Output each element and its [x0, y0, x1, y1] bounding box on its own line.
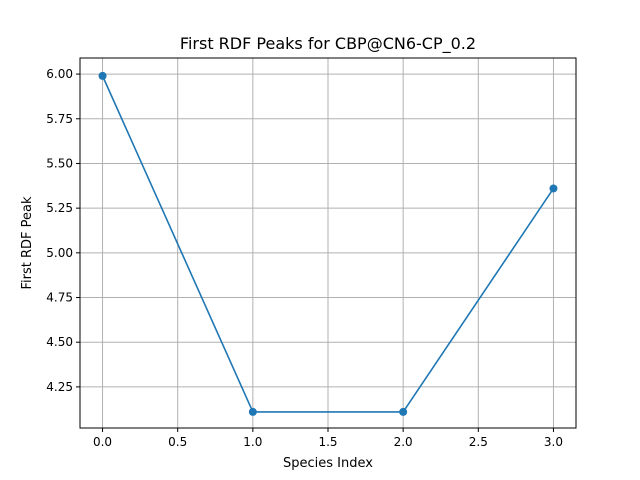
data-point	[248, 407, 257, 416]
y-tick-label: 6.00	[46, 67, 73, 81]
data-point	[98, 71, 107, 80]
data-point	[549, 184, 558, 193]
y-tick-label: 5.50	[46, 156, 73, 170]
x-axis-label: Species Index	[283, 456, 373, 471]
x-tick-label: 3.0	[544, 435, 563, 449]
y-tick-label: 5.75	[46, 112, 73, 126]
y-tick-label: 5.00	[46, 246, 73, 260]
y-tick-label: 4.75	[46, 291, 73, 305]
y-axis: 4.25 4.50 4.75 5.00 5.25 5.50 5.75 6.00	[46, 67, 80, 394]
series-line	[101, 75, 555, 413]
x-tick-label: 0.0	[93, 435, 112, 449]
y-axis-label: First RDF Peak	[20, 196, 35, 289]
grid	[80, 58, 576, 428]
x-tick-label: 1.5	[318, 435, 337, 449]
y-tick-label: 4.25	[46, 380, 73, 394]
y-tick-label: 5.25	[46, 201, 73, 215]
chart-title: First RDF Peaks for CBP@CN6-CP_0.2	[180, 34, 476, 54]
y-tick-label: 4.50	[46, 335, 73, 349]
data-point	[399, 407, 408, 416]
series-layer	[98, 71, 558, 416]
x-tick-label: 1.0	[243, 435, 262, 449]
x-tick-label: 2.0	[394, 435, 413, 449]
x-axis: 0.0 0.5 1.0 1.5 2.0 2.5 3.0	[93, 428, 563, 449]
x-tick-label: 2.5	[469, 435, 488, 449]
x-tick-label: 0.5	[168, 435, 187, 449]
